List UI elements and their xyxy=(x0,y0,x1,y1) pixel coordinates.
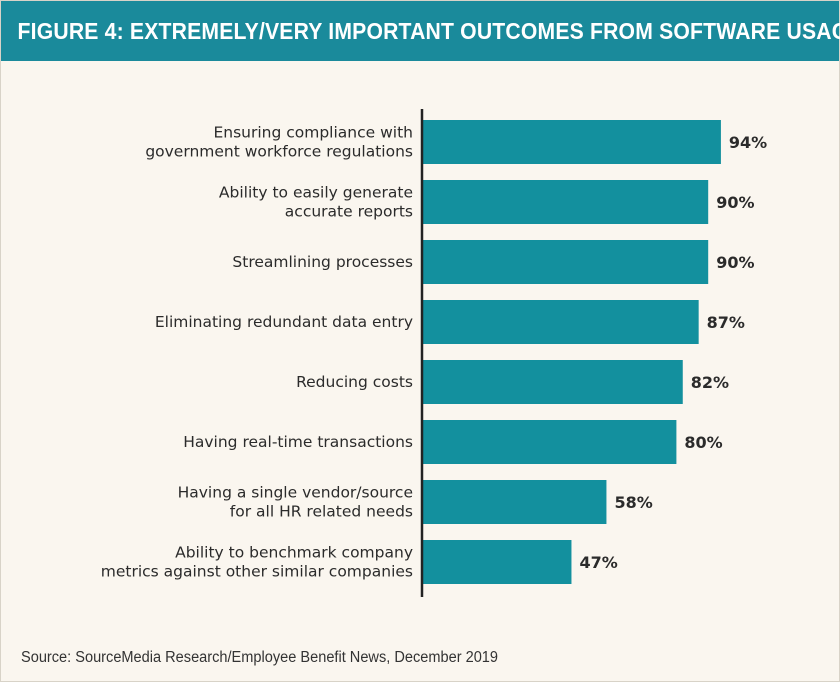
bar-5 xyxy=(422,420,677,464)
value-label-6: 58% xyxy=(614,493,652,512)
title-bar: FIGURE 4: EXTREMELY/VERY IMPORTANT OUTCO… xyxy=(1,1,840,61)
category-label-line: Ability to benchmark company xyxy=(175,544,413,562)
value-label-0: 94% xyxy=(729,133,767,152)
source-note: Source: SourceMedia Research/Employee Be… xyxy=(21,649,499,666)
value-label-3: 87% xyxy=(707,313,745,332)
category-label-line: Having a single vendor/source xyxy=(178,484,413,502)
figure-title: FIGURE 4: EXTREMELY/VERY IMPORTANT OUTCO… xyxy=(17,17,840,44)
category-label-line: Having real-time transactions xyxy=(183,433,413,451)
category-label-line: Eliminating redundant data entry xyxy=(155,313,413,331)
category-label-line: Reducing costs xyxy=(296,373,413,391)
category-label-1: Ability to easily generate accurate repor… xyxy=(219,184,413,221)
category-label-0: Ensuring compliance with government workf… xyxy=(145,124,413,161)
bar-3 xyxy=(422,300,699,344)
category-label-5: Having real-time transactions xyxy=(183,433,413,451)
category-label-line: for all HR related needs xyxy=(230,503,413,521)
value-label-1: 90% xyxy=(716,193,754,212)
category-label-line: Streamlining processes xyxy=(232,253,413,271)
value-label-7: 47% xyxy=(579,553,617,572)
bar-4 xyxy=(422,360,683,404)
bar-7 xyxy=(422,540,572,584)
category-label-7: Ability to benchmark company metrics agai… xyxy=(101,544,413,581)
bar-2 xyxy=(422,240,709,284)
category-label-2: Streamlining processes xyxy=(232,253,413,271)
category-label-6: Having a single vendor/source for all HR … xyxy=(178,484,413,521)
category-label-line: Ensuring compliance with xyxy=(213,124,413,142)
category-label-3: Eliminating redundant data entry xyxy=(155,313,413,331)
value-label-5: 80% xyxy=(684,433,722,452)
category-label-line: accurate reports xyxy=(285,203,413,221)
category-label-4: Reducing costs xyxy=(296,373,413,391)
category-label-line: metrics against other similar companies xyxy=(101,563,413,581)
category-label-line: Ability to easily generate xyxy=(219,184,413,202)
category-label-line: government workforce regulations xyxy=(145,143,413,161)
value-label-2: 90% xyxy=(716,253,754,272)
bar-0 xyxy=(422,120,721,164)
bar-6 xyxy=(422,480,607,524)
bar-1 xyxy=(422,180,709,224)
value-label-4: 82% xyxy=(691,373,729,392)
